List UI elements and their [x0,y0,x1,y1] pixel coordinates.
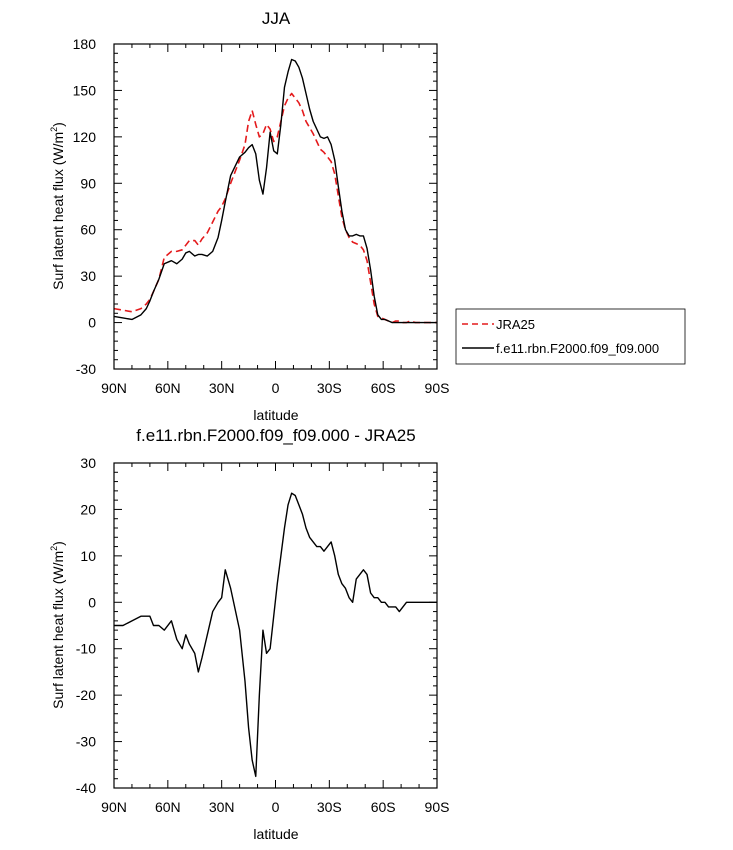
bottom-x-axis-label: latitude [253,826,298,842]
top-y-tick-label: 90 [80,175,96,191]
top-y-tick-label: 60 [80,222,96,238]
top-series-line-0 [113,92,437,324]
top-series-line-1 [113,58,437,324]
bottom-x-tick-label: 60S [371,799,396,815]
legend-label-model: f.e11.rbn.F2000.f09_f09.000 [496,341,659,356]
bottom-chart-title: f.e11.rbn.F2000.f09_f09.000 - JRA25 [136,426,415,445]
top-x-axis-label: latitude [253,407,298,423]
bottom-x-tick-label: 60N [155,799,181,815]
bottom-x-tick-label: 30S [317,799,342,815]
bottom-x-tick-label: 30N [209,799,235,815]
legend: JRA25 f.e11.rbn.F2000.f09_f09.000 [455,308,686,365]
bottom-y-axis-label: Surf latent heat flux (W/m2) [49,541,66,709]
bottom-y-tick-label: 10 [80,548,96,564]
top-x-tick-label: 60S [371,380,396,396]
top-y-axis-label: Surf latent heat flux (W/m2) [49,122,66,290]
top-x-tick-label: 30S [317,380,342,396]
bottom-x-tick-label: 90S [425,799,450,815]
bottom-x-tick-label: 0 [272,799,280,815]
bottom-y-tick-label: 20 [80,501,96,517]
top-y-tick-label: -30 [76,361,96,377]
top-y-tick-label: 30 [80,268,96,284]
top-x-tick-label: 30N [209,380,235,396]
top-y-tick-label: 180 [73,36,97,52]
bottom-plot-area [114,492,437,778]
top-axis-ticks: 90N 60N 30N 0 30S 60S 90S -30 0 30 60 90 120 150 180 [73,36,450,396]
bottom-y-tick-label: -40 [76,780,96,796]
top-x-tick-label: 90S [425,380,450,396]
legend-label-jra25: JRA25 [496,317,535,332]
bottom-axis-ticks: 90N 60N 30N 0 30S 60S 90S -40 -30 -20 -10 0 10 20 30 [76,455,450,815]
top-y-tick-label: 120 [73,129,97,145]
panel-bottom-chart: f.e11.rbn.F2000.f09_f09.000 - JRA25 90N 6… [49,426,449,842]
top-chart-title: JJA [262,9,291,28]
top-x-tick-label: 90N [101,380,127,396]
top-y-tick-label: 150 [73,82,97,98]
bottom-y-tick-label: 0 [88,594,96,610]
bottom-plot-frame [113,462,438,789]
panel-top-chart: JJA 90N 60N 30N 0 30S 60S 90S -30 0 30 60 90 120 150 1… [49,9,449,423]
top-x-tick-label: 60N [155,380,181,396]
bottom-y-tick-label: -20 [76,687,96,703]
bottom-y-tick-label: 30 [80,455,96,471]
legend-box [455,308,686,365]
bottom-y-tick-label: -30 [76,734,96,750]
top-plot-area [113,58,437,324]
top-y-tick-label: 0 [88,315,96,331]
top-x-tick-label: 0 [272,380,280,396]
bottom-x-tick-label: 90N [101,799,127,815]
bottom-y-tick-label: -10 [76,641,96,657]
bottom-series-line-0 [114,492,437,778]
